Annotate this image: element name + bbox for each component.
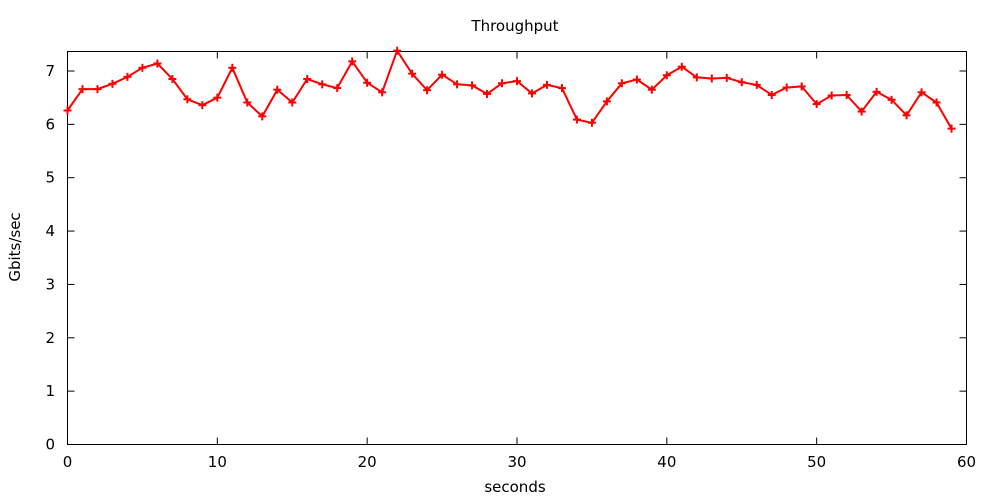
data-point	[587, 118, 596, 127]
data-point	[198, 101, 207, 110]
data-point	[632, 75, 641, 84]
data-point	[333, 84, 342, 93]
data-point	[153, 59, 162, 68]
data-point	[138, 63, 147, 72]
x-axis-label: seconds	[484, 478, 545, 496]
y-tick-label: 6	[45, 115, 55, 133]
data-point	[737, 78, 746, 87]
data-point	[213, 93, 222, 102]
data-point	[483, 89, 492, 98]
data-point	[557, 84, 566, 93]
chart-title: Throughput	[470, 17, 558, 35]
data-point	[303, 75, 312, 84]
data-point	[273, 85, 282, 94]
data-point	[438, 70, 447, 79]
data-point	[812, 100, 821, 109]
data-point	[647, 85, 656, 94]
y-tick-label: 2	[45, 329, 55, 347]
data-point	[857, 107, 866, 116]
y-tick-label: 5	[45, 169, 55, 187]
data-point	[827, 91, 836, 100]
data-point	[602, 97, 611, 106]
x-tick-label: 50	[807, 453, 826, 471]
plot-frame	[67, 51, 967, 445]
data-point	[348, 57, 357, 66]
data-point	[63, 106, 72, 115]
data-point	[363, 78, 372, 87]
data-point	[752, 80, 761, 89]
data-point	[258, 112, 267, 121]
x-tick-label: 30	[507, 453, 526, 471]
data-point	[243, 98, 252, 107]
data-point	[228, 63, 237, 72]
x-tick-label: 10	[208, 453, 227, 471]
series-line	[66, 48, 953, 130]
data-point	[662, 71, 671, 80]
data-point	[453, 80, 462, 89]
data-point	[408, 69, 417, 78]
data-point	[93, 85, 102, 94]
x-tick-label: 60	[957, 453, 976, 471]
data-point	[78, 85, 87, 94]
data-point	[183, 95, 192, 104]
y-axis-label: Gbits/sec	[6, 212, 24, 281]
y-tick-label: 4	[45, 222, 55, 240]
data-point	[842, 91, 851, 100]
data-point	[108, 79, 117, 88]
data-point	[887, 95, 896, 104]
data-point	[782, 83, 791, 92]
data-point	[123, 72, 132, 81]
x-tick-label: 20	[358, 453, 377, 471]
data-point	[797, 82, 806, 91]
data-point	[527, 89, 536, 98]
y-tick-label: 1	[45, 382, 55, 400]
data-point	[692, 73, 701, 82]
data-point	[872, 87, 881, 96]
y-tick-label: 3	[45, 275, 55, 293]
data-point	[468, 81, 477, 90]
data-point	[707, 74, 716, 83]
data-point	[288, 98, 297, 107]
data-point	[932, 98, 941, 107]
data-point	[767, 91, 776, 100]
series-group	[63, 46, 956, 133]
data-point	[393, 46, 402, 55]
data-point	[423, 86, 432, 95]
data-point	[542, 80, 551, 89]
y-tick-label: 0	[45, 436, 55, 454]
y-tick-label: 7	[45, 62, 55, 80]
data-point	[947, 124, 956, 133]
x-tick-label: 40	[657, 453, 676, 471]
data-point	[617, 79, 626, 88]
data-point	[917, 88, 926, 97]
data-point	[498, 79, 507, 88]
axis-ticks: 0 10 20 30 40 50 60 0 1 2 3 4 5 6 7	[45, 51, 976, 471]
data-point	[378, 88, 387, 97]
data-point	[902, 111, 911, 120]
data-point	[318, 80, 327, 89]
data-point	[677, 62, 686, 71]
data-point	[722, 73, 731, 82]
data-point	[572, 115, 581, 124]
x-tick-label: 0	[63, 453, 73, 471]
data-point	[513, 77, 521, 86]
data-point	[168, 75, 177, 84]
